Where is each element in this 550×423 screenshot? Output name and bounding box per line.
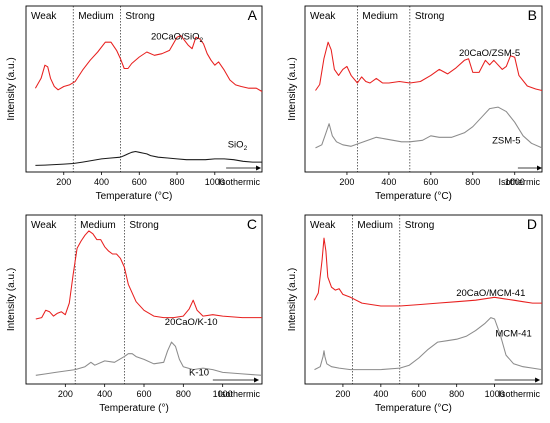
- region-label-strong: Strong: [129, 220, 158, 231]
- series-label: SiO2: [228, 139, 248, 152]
- panel-letter: C: [247, 216, 257, 232]
- series-label: MCM-41: [495, 328, 531, 339]
- series-label: ZSM-5: [492, 135, 521, 146]
- panel-letter: A: [248, 7, 258, 23]
- x-tick-label: 600: [411, 389, 426, 399]
- series-line-0: [34, 35, 263, 92]
- x-tick-label: 800: [449, 389, 464, 399]
- x-tick-label: 200: [335, 389, 350, 399]
- region-label-strong: Strong: [415, 11, 444, 22]
- isothermic-arrowhead: [256, 165, 262, 171]
- x-axis-label: Temperature (°): [99, 403, 169, 414]
- series-label-main: 20CaO/ZSM-5: [459, 48, 520, 59]
- series-line-1: [314, 317, 543, 371]
- series-label-subscript: 2: [244, 145, 248, 152]
- series-line-1: [35, 341, 263, 376]
- region-label-strong: Strong: [125, 11, 154, 22]
- x-tick-label: 400: [373, 389, 388, 399]
- region-label-weak: Weak: [310, 11, 336, 22]
- x-tick-label: 600: [132, 177, 147, 187]
- series-label: 20CaO/ZSM-5: [459, 48, 520, 59]
- x-tick-label: 200: [339, 177, 354, 187]
- chart-panel-b: Weak Medium Strong B 200 400 600 800 1000 20CaO/Z…: [287, 5, 543, 202]
- region-label-medium: Medium: [80, 220, 116, 231]
- plot-frame: [304, 214, 543, 385]
- series-label-main: 20CaO/MCM-41: [456, 288, 525, 299]
- isothermic-label: Isothermic: [498, 177, 540, 187]
- x-tick-label: 200: [58, 389, 73, 399]
- x-tick-label: 400: [97, 389, 112, 399]
- x-tick-label: 1000: [205, 177, 225, 187]
- series-label: K-10: [189, 367, 209, 378]
- plot-frame: [304, 5, 543, 173]
- series-line-1: [315, 106, 543, 149]
- series-label: 20CaO/SiO2: [151, 32, 204, 45]
- series-label-main: MCM-41: [495, 328, 531, 339]
- y-axis-label: Intensity (a.u.): [287, 268, 298, 331]
- plot-frame: [25, 5, 263, 173]
- region-label-weak: Weak: [310, 220, 336, 231]
- x-tick-label: 1000: [213, 389, 233, 399]
- isothermic-label: Isothermic: [218, 177, 260, 187]
- y-axis-label: Intensity (a.u.): [287, 57, 298, 120]
- x-tick-label: 600: [136, 389, 151, 399]
- series-label: 20CaO/MCM-41: [456, 288, 525, 299]
- chart-panel-c: Weak Medium Strong C 200 400 600 800 1000 20CaO/K…: [6, 214, 263, 414]
- series-label-main: 20CaO/K-10: [165, 317, 218, 328]
- chart-panel-a: Weak Medium Strong A 200 400 600 800 1000 20CaO/S…: [6, 5, 263, 202]
- series-line-1: [35, 150, 262, 166]
- panel-letter: D: [527, 216, 537, 232]
- x-tick-label: 200: [56, 177, 71, 187]
- x-tick-label: 800: [465, 177, 480, 187]
- isothermic-arrowhead: [535, 377, 541, 383]
- series-line-0: [35, 230, 262, 320]
- x-tick-label: 400: [381, 177, 396, 187]
- x-axis-label: Temperature (°C): [96, 191, 173, 202]
- isothermic-label: Isothermic: [218, 389, 260, 399]
- series-line-0: [314, 237, 542, 307]
- x-tick-label: 800: [170, 177, 185, 187]
- x-tick-label: 800: [176, 389, 191, 399]
- y-axis-label: Intensity (a.u.): [6, 57, 17, 120]
- x-tick-label: 400: [94, 177, 109, 187]
- x-axis-label: Temperature (°C): [375, 191, 452, 202]
- x-tick-label: 1000: [485, 389, 505, 399]
- region-label-weak: Weak: [31, 220, 57, 231]
- x-tick-label: 600: [423, 177, 438, 187]
- chart-panel-d: Weak Medium Strong D 200 400 600 800 1000 20CaO/M…: [287, 214, 543, 414]
- region-label-strong: Strong: [405, 220, 434, 231]
- series-label-subscript: 2: [200, 37, 204, 44]
- isothermic-arrowhead: [537, 165, 542, 171]
- y-axis-label: Intensity (a.u.): [6, 268, 17, 331]
- isothermic-label: Isothermic: [498, 389, 540, 399]
- series-label-main: ZSM-5: [492, 135, 521, 146]
- plot-frame: [25, 214, 263, 385]
- x-tick-label: 1000: [505, 177, 525, 187]
- series-label: 20CaO/K-10: [165, 317, 218, 328]
- region-label-weak: Weak: [31, 11, 57, 22]
- region-label-medium: Medium: [362, 11, 398, 22]
- region-label-medium: Medium: [78, 11, 114, 22]
- series-label-main: K-10: [189, 367, 209, 378]
- x-axis-label: Temperature (°C): [375, 403, 452, 414]
- series-label-main: 20CaO/SiO: [151, 32, 200, 43]
- series-line-0: [315, 41, 543, 92]
- isothermic-arrowhead: [254, 377, 260, 383]
- region-label-medium: Medium: [357, 220, 393, 231]
- panel-letter: B: [528, 7, 537, 23]
- series-label-main: SiO: [228, 139, 244, 150]
